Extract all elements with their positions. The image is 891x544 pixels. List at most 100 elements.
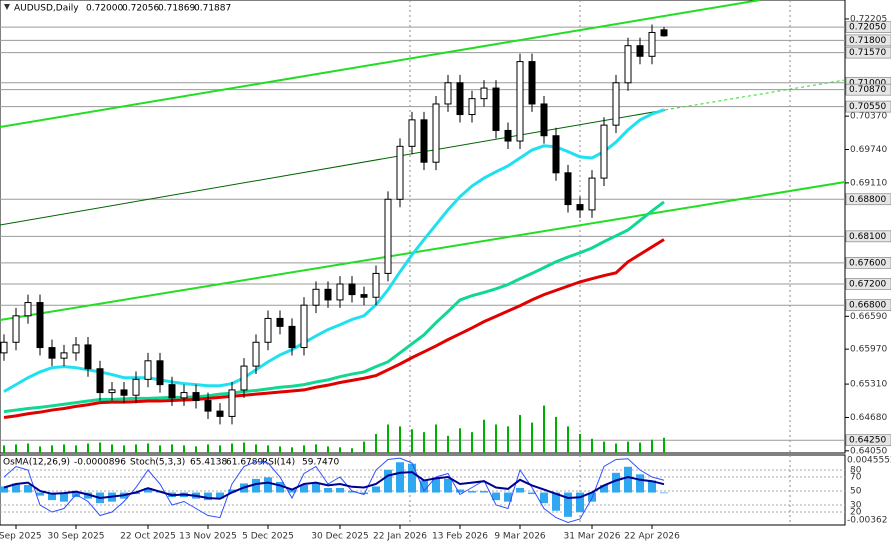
osma-bar bbox=[576, 492, 584, 513]
x-tick-label: 5 Dec 2025 bbox=[242, 532, 294, 542]
volume-bar bbox=[219, 445, 221, 453]
candle-body bbox=[324, 288, 332, 301]
osma-bar bbox=[36, 492, 44, 496]
volume-bar bbox=[447, 435, 449, 453]
moving-average bbox=[3, 238, 665, 419]
osma-bar bbox=[516, 487, 524, 493]
volume-bar bbox=[339, 447, 341, 453]
ohlc-high: 0.72056 bbox=[122, 4, 159, 14]
candle-body bbox=[108, 389, 116, 394]
osma-bar bbox=[336, 487, 344, 493]
osma-bar bbox=[540, 492, 548, 504]
osma-bar bbox=[408, 463, 416, 493]
osma-bar bbox=[372, 486, 380, 493]
osma-bar bbox=[60, 492, 68, 502]
osma-bar bbox=[648, 480, 656, 493]
volume-bar bbox=[87, 443, 89, 453]
candle-body bbox=[432, 103, 440, 163]
candle-body bbox=[24, 302, 32, 317]
osma-bar bbox=[552, 492, 560, 511]
osma-bar bbox=[492, 492, 500, 501]
osma-bar bbox=[228, 489, 236, 493]
candle-body bbox=[168, 384, 176, 399]
candle-body bbox=[132, 378, 140, 396]
osma-bar bbox=[264, 477, 272, 493]
candle-body bbox=[600, 124, 608, 179]
x-tick-label: 22 Oct 2025 bbox=[120, 532, 176, 542]
candle-body bbox=[576, 204, 584, 211]
osma-bar bbox=[660, 492, 668, 494]
candle-body bbox=[348, 283, 356, 296]
indicator-level-label: 50 bbox=[850, 487, 862, 497]
osma-bar bbox=[300, 484, 308, 493]
volume-bar bbox=[195, 446, 197, 453]
volume-bar bbox=[471, 432, 473, 453]
candle-body bbox=[540, 103, 548, 137]
candle-body bbox=[384, 198, 392, 274]
candle-body bbox=[456, 82, 464, 116]
volume-bar bbox=[27, 443, 29, 453]
candle-body bbox=[72, 344, 80, 354]
volume-bar bbox=[483, 419, 485, 453]
osma-bar bbox=[24, 484, 32, 493]
level-label: 0.66800 bbox=[849, 301, 886, 311]
volume-bar bbox=[99, 442, 101, 453]
osma-bar bbox=[312, 483, 320, 493]
candle-body bbox=[552, 135, 560, 174]
candle-body bbox=[264, 317, 272, 343]
volume-bar bbox=[315, 444, 317, 453]
x-tick-label: 30 Dec 2025 bbox=[311, 532, 369, 542]
indicator-level-label: 20 bbox=[850, 508, 862, 518]
osma-bar bbox=[420, 480, 428, 493]
candle-body bbox=[504, 129, 512, 142]
volume-bar bbox=[663, 437, 665, 453]
level-label-box bbox=[845, 434, 891, 447]
osma-bar bbox=[0, 486, 8, 493]
candle-body bbox=[288, 325, 296, 349]
candle-body bbox=[408, 119, 416, 147]
volume-bar bbox=[459, 428, 461, 453]
x-tick-label: 13 Nov 2025 bbox=[179, 532, 237, 542]
volume-bar bbox=[267, 445, 269, 453]
osma-bar bbox=[216, 492, 224, 499]
volume-bar bbox=[207, 444, 209, 453]
osma-bar bbox=[600, 484, 608, 493]
volume-bar bbox=[231, 443, 233, 453]
level-label: 0.70870 bbox=[849, 85, 886, 95]
volume-bar bbox=[603, 441, 605, 453]
volume-bar bbox=[15, 444, 17, 453]
volume-bar bbox=[519, 415, 521, 453]
osma-bar bbox=[12, 483, 20, 493]
volume-bar bbox=[159, 445, 161, 453]
indicator-level-label: 70 bbox=[850, 473, 862, 483]
volume-bar bbox=[135, 444, 137, 453]
candle-body bbox=[396, 145, 404, 200]
trend-line bbox=[0, 181, 846, 321]
indicator-name: RSI(14) bbox=[262, 458, 295, 468]
candle-body bbox=[300, 304, 308, 349]
stoch-line bbox=[3, 457, 665, 524]
level-label-box bbox=[845, 230, 891, 243]
level-label-box bbox=[845, 34, 891, 47]
y-tick-label: 0.64680 bbox=[850, 413, 887, 423]
level-label-box bbox=[845, 100, 891, 113]
volume-bar bbox=[123, 445, 125, 453]
candle-body bbox=[660, 29, 668, 37]
indicator-value: -0.0000896 bbox=[74, 458, 126, 468]
volume-bar bbox=[651, 439, 653, 453]
indicator-value: 61.6789 bbox=[226, 458, 263, 468]
candle-body bbox=[492, 87, 500, 131]
osma-bar bbox=[252, 478, 260, 493]
level-label: 0.71570 bbox=[849, 48, 886, 58]
volume-bar bbox=[543, 405, 545, 453]
candle-body bbox=[516, 61, 524, 142]
x-tick-label: 13 Feb 2026 bbox=[432, 532, 488, 542]
level-label: 0.72050 bbox=[849, 23, 886, 33]
osma-bar bbox=[612, 472, 620, 493]
volume-bar bbox=[111, 444, 113, 453]
indicator-name: Stoch(5,3,3) bbox=[130, 458, 185, 468]
volume-bar bbox=[243, 442, 245, 453]
candle-body bbox=[48, 347, 56, 359]
